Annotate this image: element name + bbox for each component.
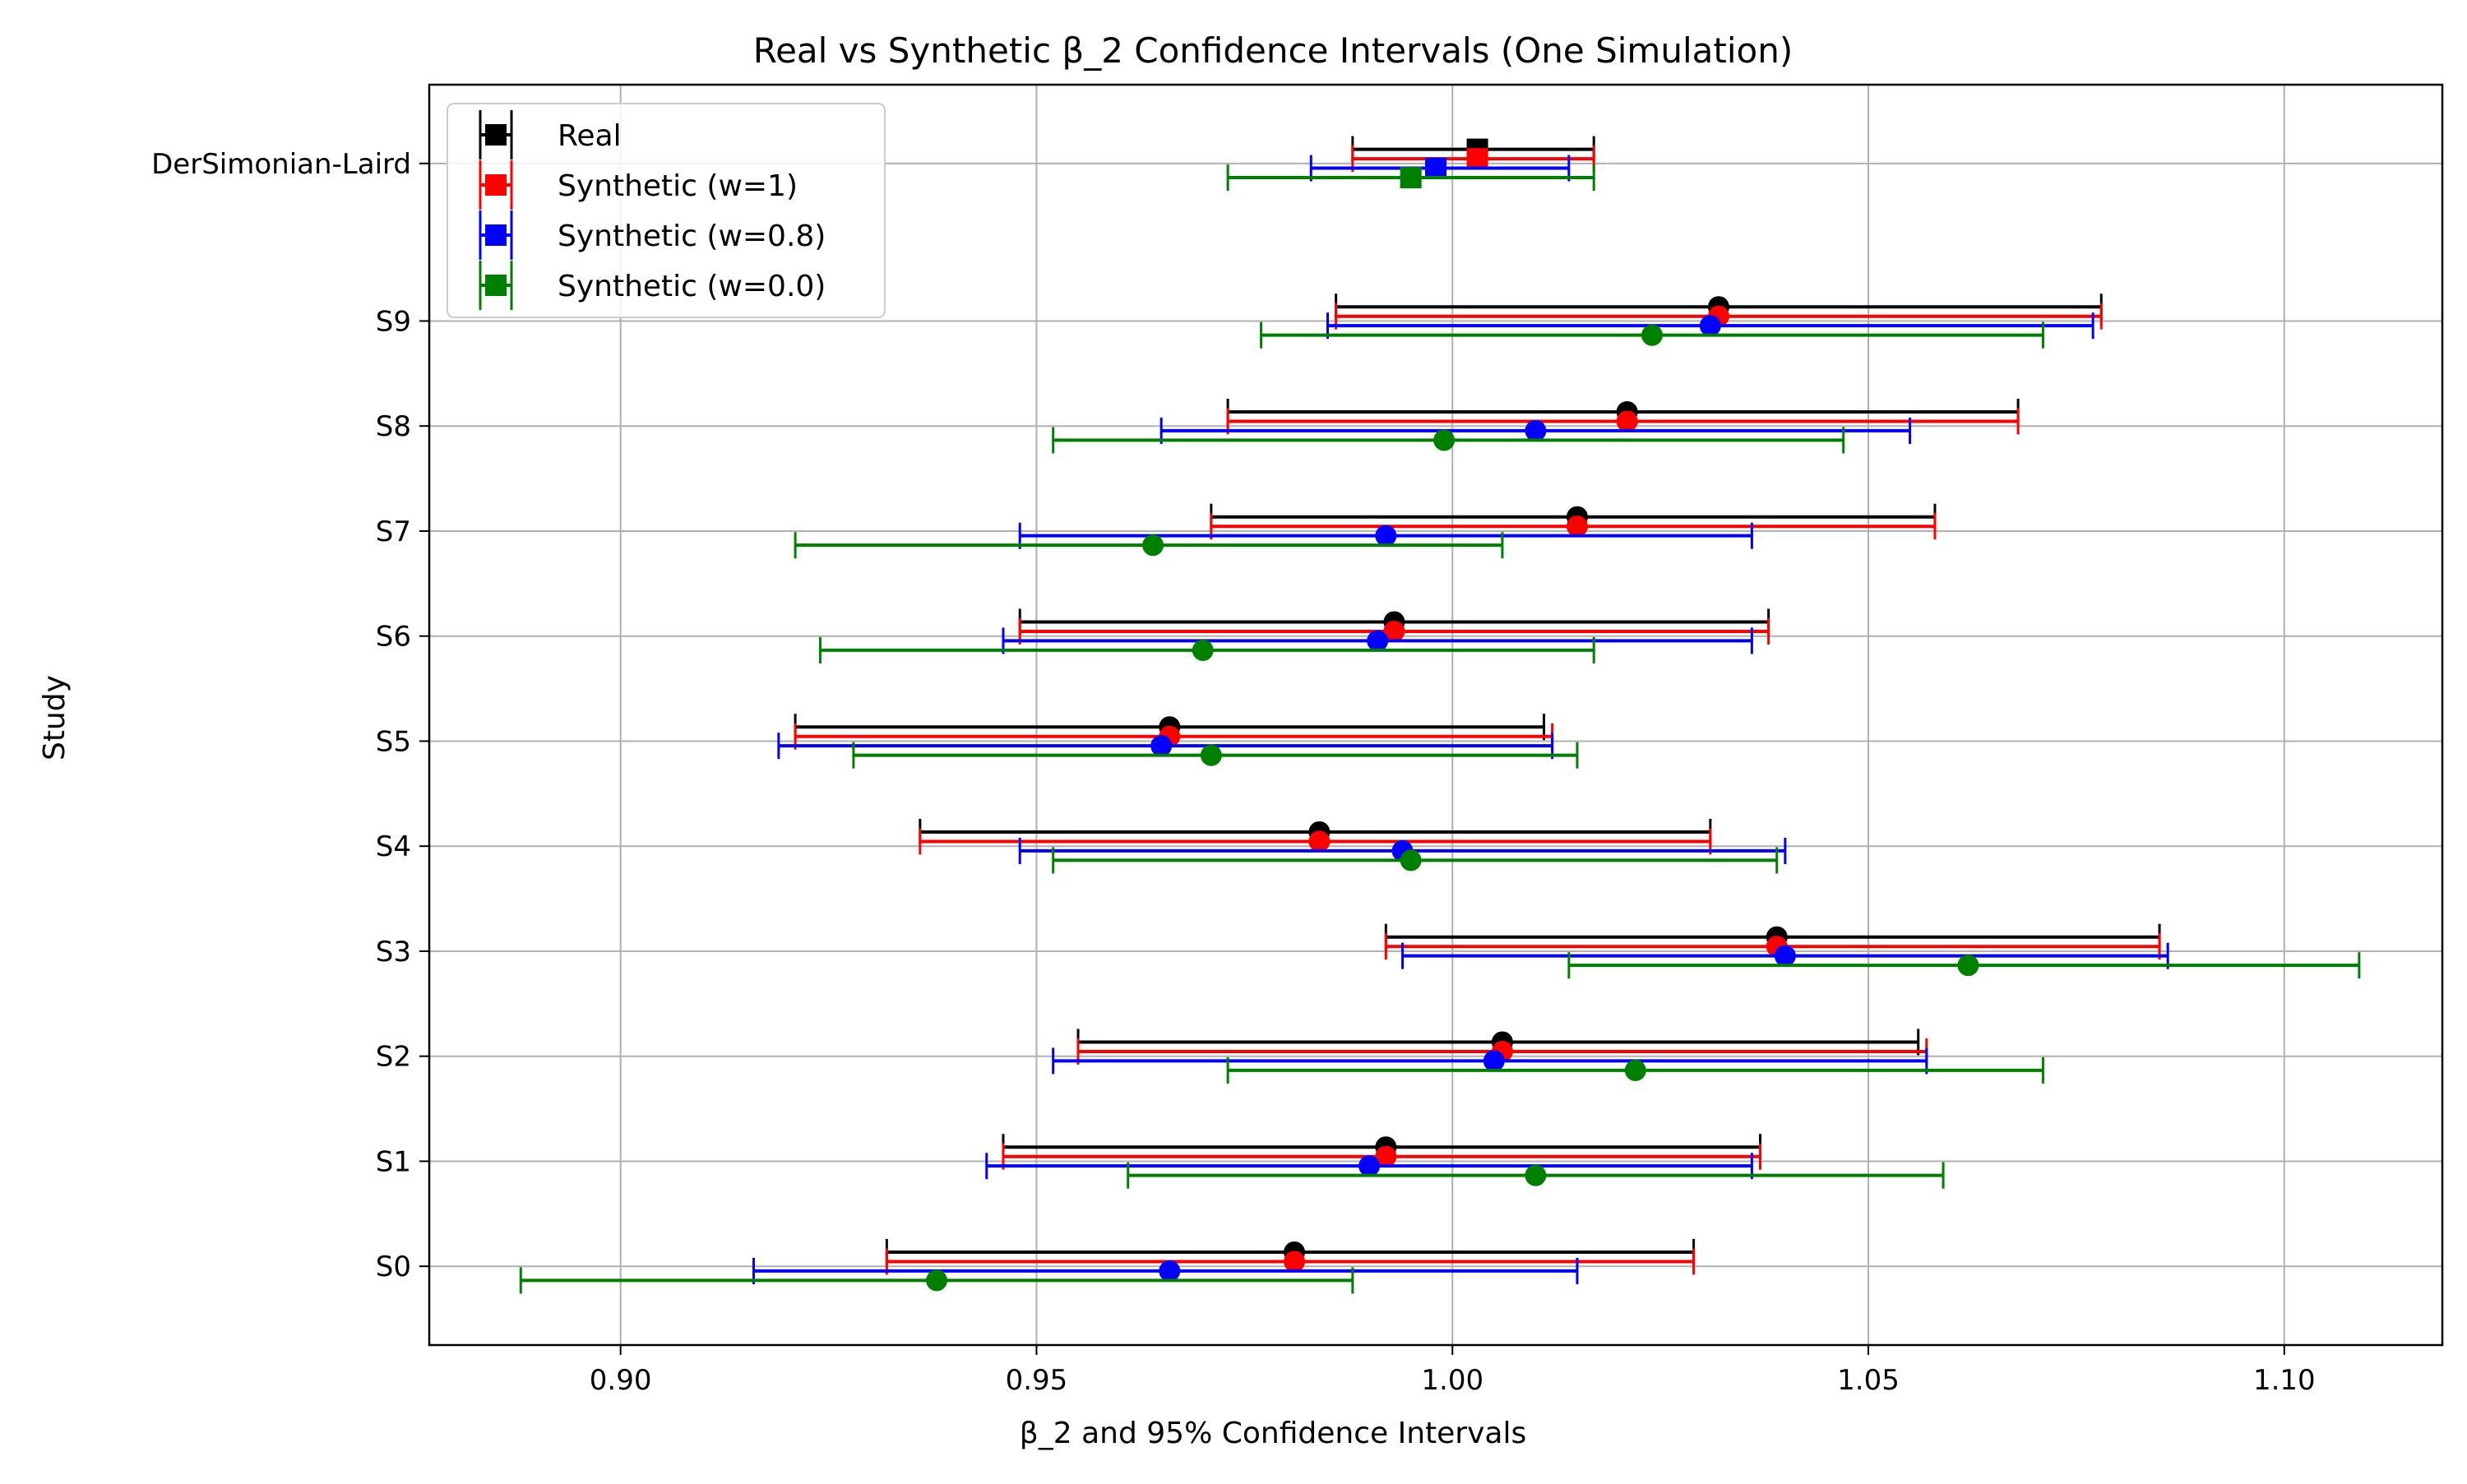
point-estimate-marker (1375, 525, 1397, 547)
x-tick-label: 1.00 (1421, 1364, 1483, 1397)
chart-title: Real vs Synthetic β_2 Confidence Interva… (753, 30, 1793, 71)
y-tick-label: S3 (376, 936, 411, 969)
point-estimate-marker (1400, 849, 1422, 871)
legend: Real Synthetic (w=1) Synthetic (w=0.8) Synt… (447, 103, 886, 318)
point-estimate-marker (1483, 1050, 1505, 1072)
y-tick-label: S8 (376, 410, 411, 443)
point-estimate-marker (1566, 515, 1588, 538)
legend-label: Synthetic (w=1) (558, 169, 798, 203)
pooled-estimate-marker (1466, 148, 1488, 170)
y-tick-label: S7 (376, 515, 411, 548)
pooled-estimate-marker (1425, 157, 1446, 179)
x-tick-label: 1.05 (1837, 1364, 1900, 1397)
legend-box (447, 103, 886, 318)
point-estimate-marker (1367, 630, 1389, 652)
legend-marker (485, 224, 507, 246)
grid-lines (429, 85, 2442, 1345)
point-estimate-marker (1525, 419, 1547, 442)
point-estimate-marker (1624, 1059, 1646, 1081)
series-synthetic-w-1 (794, 146, 2161, 1275)
legend-label: Real (558, 119, 622, 153)
y-tick-label: S0 (376, 1251, 411, 1283)
point-estimate-marker (1774, 945, 1796, 967)
y-axis-label: Study (38, 675, 72, 760)
point-estimate-marker (926, 1269, 948, 1292)
legend-label: Synthetic (w=0.8) (558, 220, 826, 253)
x-tick-label: 0.95 (1006, 1364, 1068, 1397)
y-axis-ticks: S0 S1 S2 S3 S4 S5 S6 S7 S8 S9 DerSimonian-Laird (151, 148, 429, 1283)
x-axis-ticks: 0.90 0.95 1.00 1.05 1.10 (590, 1345, 2316, 1397)
y-tick-label: S2 (376, 1041, 411, 1074)
x-tick-label: 1.10 (2253, 1364, 2316, 1397)
point-estimate-marker (1433, 429, 1456, 451)
point-estimate-marker (1699, 315, 1721, 337)
y-tick-label: S5 (376, 725, 411, 758)
point-estimate-marker (1142, 534, 1164, 557)
x-axis-label: β_2 and 95% Confidence Intervals (1020, 1417, 1526, 1450)
y-tick-label: S1 (376, 1145, 411, 1178)
x-tick-label: 0.90 (590, 1364, 652, 1397)
plot-frame (428, 83, 2444, 1347)
point-estimate-marker (1358, 1155, 1381, 1177)
point-estimate-marker (1383, 620, 1405, 642)
point-estimate-marker (1200, 744, 1222, 766)
point-estimate-marker (1616, 410, 1638, 432)
point-estimate-marker (1159, 1260, 1181, 1282)
series-layer (519, 136, 2361, 1294)
legend-marker (485, 174, 507, 196)
point-estimate-marker (1192, 639, 1214, 661)
point-estimate-marker (1525, 1164, 1547, 1186)
point-estimate-marker (1957, 955, 1979, 977)
y-tick-label: S4 (376, 830, 411, 863)
point-estimate-marker (1375, 1145, 1397, 1167)
legend-marker (485, 275, 507, 296)
pooled-estimate-marker (1400, 167, 1422, 189)
point-estimate-marker (1150, 735, 1173, 757)
point-estimate-marker (1284, 1251, 1306, 1273)
series-synthetic-w-0-0 (519, 164, 2361, 1294)
legend-marker (485, 124, 507, 146)
legend-label: Synthetic (w=0.0) (558, 270, 826, 303)
point-estimate-marker (1641, 324, 1664, 346)
point-estimate-marker (1308, 830, 1331, 853)
y-tick-label: S9 (376, 305, 411, 338)
y-tick-label: DerSimonian-Laird (151, 148, 411, 181)
y-tick-label: S6 (376, 621, 411, 654)
